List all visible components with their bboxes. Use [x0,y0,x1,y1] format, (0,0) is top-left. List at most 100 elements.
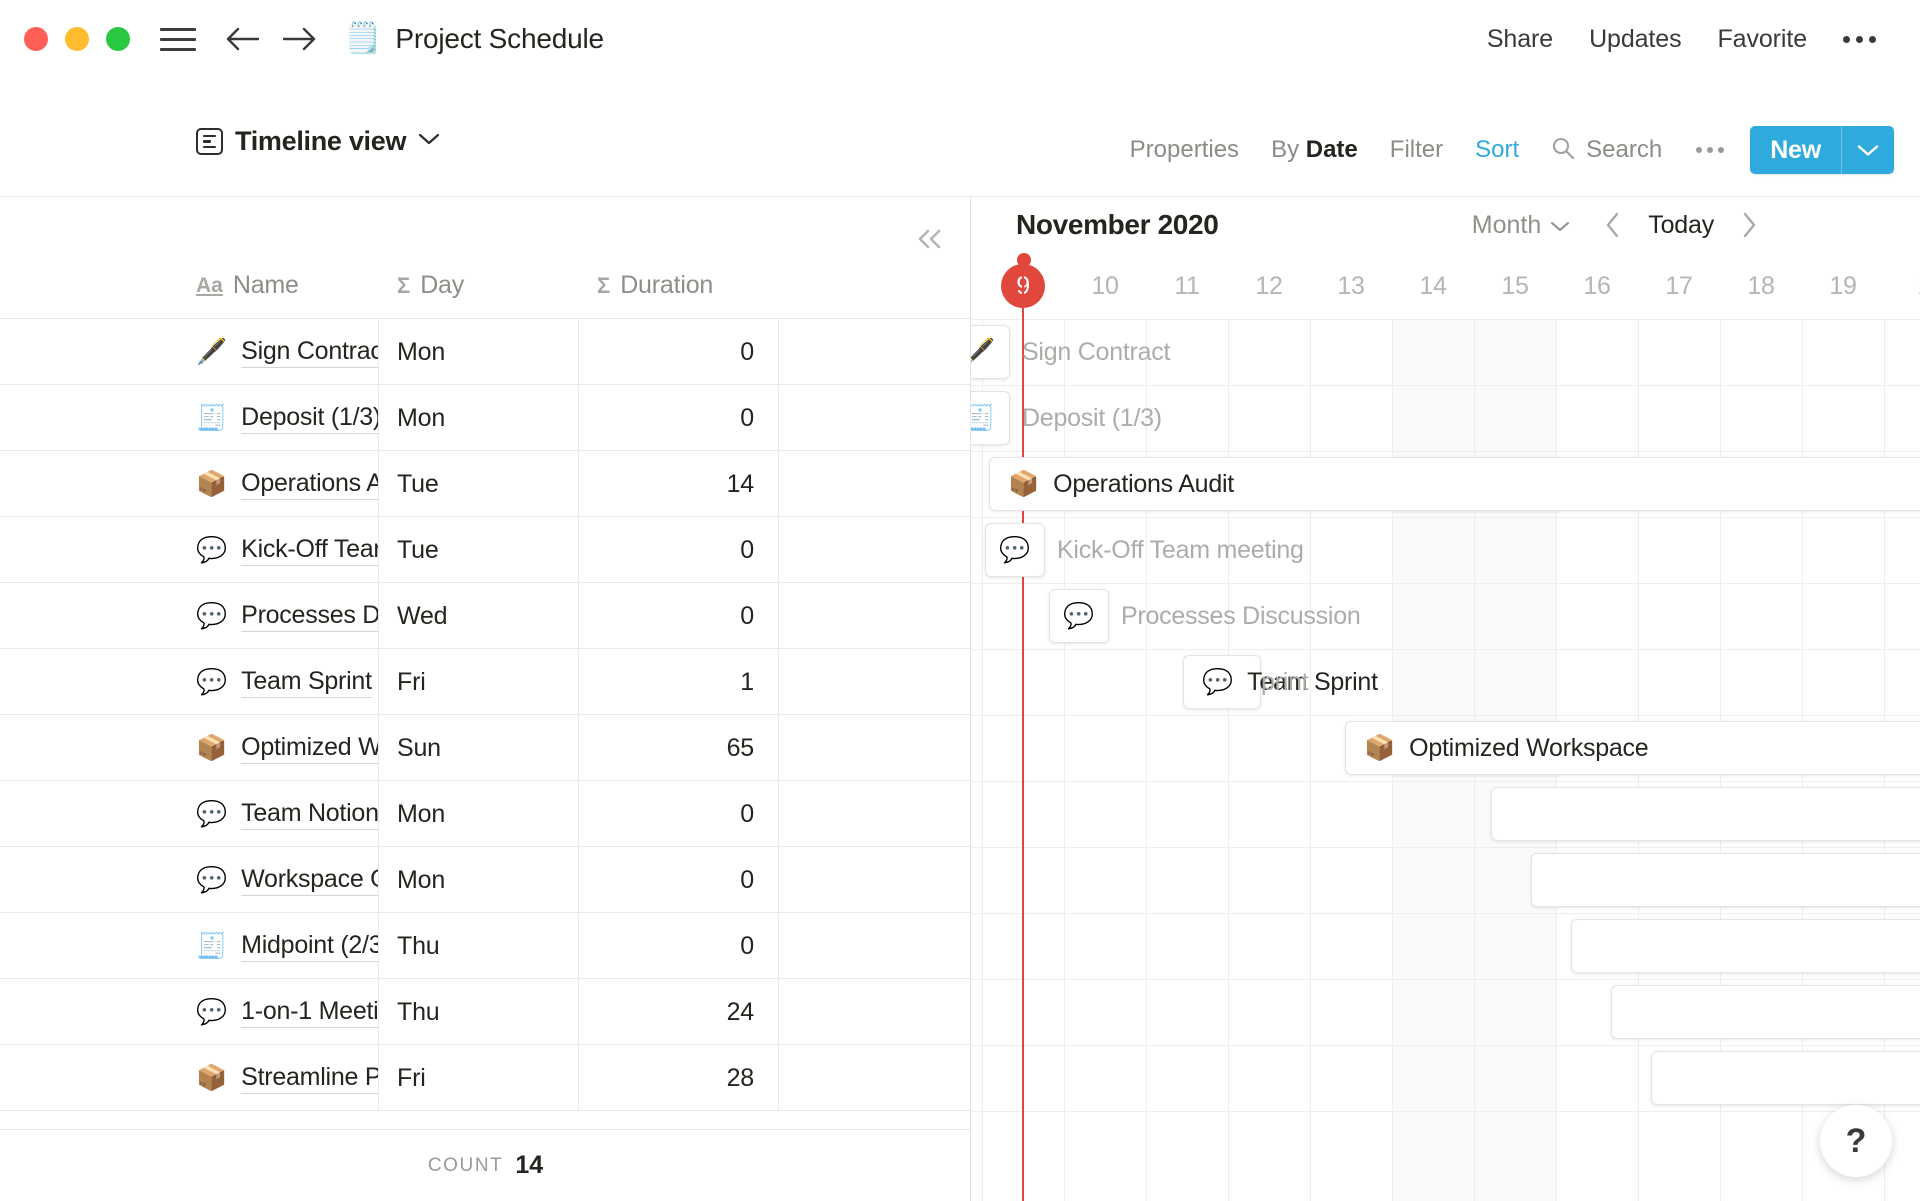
cell-day[interactable]: Thu [379,979,579,1045]
cell-name[interactable]: 📦 Optimized Workspace [0,715,379,781]
row-emoji-icon: 💬 [196,601,228,630]
cell-day[interactable]: Fri [379,649,579,715]
timeline-milestone[interactable]: 🖋️ [971,325,1010,379]
cell-day[interactable]: Tue [379,451,579,517]
cell-name[interactable]: 💬 Team Sprint [0,649,379,715]
table-row[interactable]: 💬 Team Notion Sprint Mon 0 [0,781,970,847]
day-cell[interactable]: 13 [1310,253,1392,319]
table-row[interactable]: 💬 Team Sprint Fri 1 [0,649,970,715]
cell-name[interactable]: 🧾 Midpoint (2/3) [0,913,379,979]
new-dropdown-button[interactable] [1842,126,1894,174]
cell-day[interactable]: Tue [379,517,579,583]
table-row[interactable]: 💬 1-on-1 Meetings (multiple) Thu 24 [0,979,970,1045]
table-row[interactable]: 💬 Workspace Onboarding Mon 0 [0,847,970,913]
cell-name[interactable]: 💬 Processes Discussion [0,583,379,649]
arrow-left-icon[interactable] [222,19,262,59]
day-cell[interactable]: 11 [1146,253,1228,319]
cell-name[interactable]: 💬 1-on-1 Meetings (multiple) [0,979,379,1045]
timeline-bar[interactable] [1571,919,1920,973]
chevron-left-icon[interactable] [1592,204,1634,246]
cell-day[interactable]: Fri [379,1045,579,1111]
help-button[interactable]: ? [1820,1105,1892,1177]
table-row[interactable]: 💬 Processes Discussion Wed 0 [0,583,970,649]
timeline-milestone[interactable]: 💬 [1049,589,1109,643]
column-header-day[interactable]: Σ Day [379,253,579,319]
cell-duration[interactable]: 1 [579,649,779,715]
day-cell[interactable]: 16 [1556,253,1638,319]
cell-day[interactable]: Mon [379,319,579,385]
favorite-button[interactable]: Favorite [1717,24,1807,53]
cell-duration[interactable]: 0 [579,583,779,649]
day-cell[interactable]: 2 [1884,253,1920,319]
cell-name[interactable]: 💬 Kick-Off Team meeting [0,517,379,583]
cell-name[interactable]: 🖋️ Sign Contract [0,319,379,385]
cell-name[interactable]: 📦 Streamline Processes [0,1045,379,1111]
ellipsis-icon[interactable] [1678,147,1742,153]
cell-day[interactable]: Wed [379,583,579,649]
timeline-bar[interactable]: 📦 Operations Audit [989,457,1920,511]
cell-name[interactable]: 📦 Operations Audit [0,451,379,517]
timeline-milestone[interactable]: 🧾 [971,391,1010,445]
table-row[interactable]: 📦 Operations Audit Tue 14 [0,451,970,517]
timeline-bar[interactable] [1531,853,1920,907]
sort-button[interactable]: Sort [1475,136,1520,163]
table-row[interactable]: 📦 Streamline Processes Fri 28 [0,1045,970,1111]
close-window-button[interactable] [24,27,48,51]
timeline-scale-button[interactable]: Month [1472,211,1592,240]
cell-duration[interactable]: 14 [579,451,779,517]
day-cell[interactable]: 14 [1392,253,1474,319]
cell-duration[interactable]: 24 [579,979,779,1045]
table-row[interactable]: 📦 Optimized Workspace Sun 65 [0,715,970,781]
filter-button[interactable]: Filter [1389,136,1444,163]
updates-button[interactable]: Updates [1589,24,1682,53]
cell-duration[interactable]: 0 [579,847,779,913]
cell-day[interactable]: Thu [379,913,579,979]
day-cell[interactable]: 15 [1474,253,1556,319]
timeline-bar[interactable] [1491,787,1920,841]
view-switcher[interactable]: Timeline view [196,126,440,157]
cell-day[interactable]: Sun [379,715,579,781]
timeline-bar[interactable] [1611,985,1920,1039]
cell-day[interactable]: Mon [379,847,579,913]
cell-name[interactable]: 🧾 Deposit (1/3) [0,385,379,451]
timeline-bar[interactable] [1651,1051,1920,1105]
maximize-window-button[interactable] [106,27,130,51]
day-cell[interactable]: 18 [1720,253,1802,319]
table-row[interactable]: 🖋️ Sign Contract Mon 0 [0,319,970,385]
column-header-name[interactable]: Aa Name [0,253,379,319]
cell-duration[interactable]: 0 [579,781,779,847]
more-options-icon[interactable] [1825,35,1890,43]
arrow-right-icon[interactable] [280,19,320,59]
hamburger-icon[interactable] [160,25,196,53]
cell-duration[interactable]: 0 [579,319,779,385]
table-row[interactable]: 🧾 Midpoint (2/3) Thu 0 [0,913,970,979]
cell-day[interactable]: Mon [379,781,579,847]
chevron-right-icon[interactable] [1728,204,1770,246]
timeline-bar[interactable]: 📦 Optimized Workspace [1345,721,1920,775]
day-cell[interactable]: 10 [1064,253,1146,319]
table-row[interactable]: 💬 Kick-Off Team meeting Tue 0 [0,517,970,583]
today-button[interactable]: Today [1648,210,1714,239]
cell-duration[interactable]: 0 [579,385,779,451]
day-cell[interactable]: 12 [1228,253,1310,319]
cell-duration[interactable]: 0 [579,517,779,583]
day-cell[interactable]: 19 [1802,253,1884,319]
group-by-button[interactable]: By Date [1255,136,1374,164]
cell-day[interactable]: Mon [379,385,579,451]
timeline-milestone[interactable]: 💬 [985,523,1045,577]
cell-duration[interactable]: 65 [579,715,779,781]
day-cell[interactable]: 17 [1638,253,1720,319]
table-row[interactable]: 🧾 Deposit (1/3) Mon 0 [0,385,970,451]
properties-button[interactable]: Properties [1129,136,1240,163]
cell-name[interactable]: 💬 Workspace Onboarding [0,847,379,913]
new-button[interactable]: New [1750,126,1894,174]
cell-duration[interactable]: 28 [579,1045,779,1111]
search-button[interactable]: Search [1535,136,1678,165]
minimize-window-button[interactable] [65,27,89,51]
timeline-bar[interactable]: 💬 Team Sprint [1183,655,1378,709]
column-header-duration[interactable]: Σ Duration [579,253,779,319]
chevrons-left-icon[interactable] [908,217,952,261]
cell-duration[interactable]: 0 [579,913,779,979]
share-button[interactable]: Share [1486,24,1554,53]
cell-name[interactable]: 💬 Team Notion Sprint [0,781,379,847]
